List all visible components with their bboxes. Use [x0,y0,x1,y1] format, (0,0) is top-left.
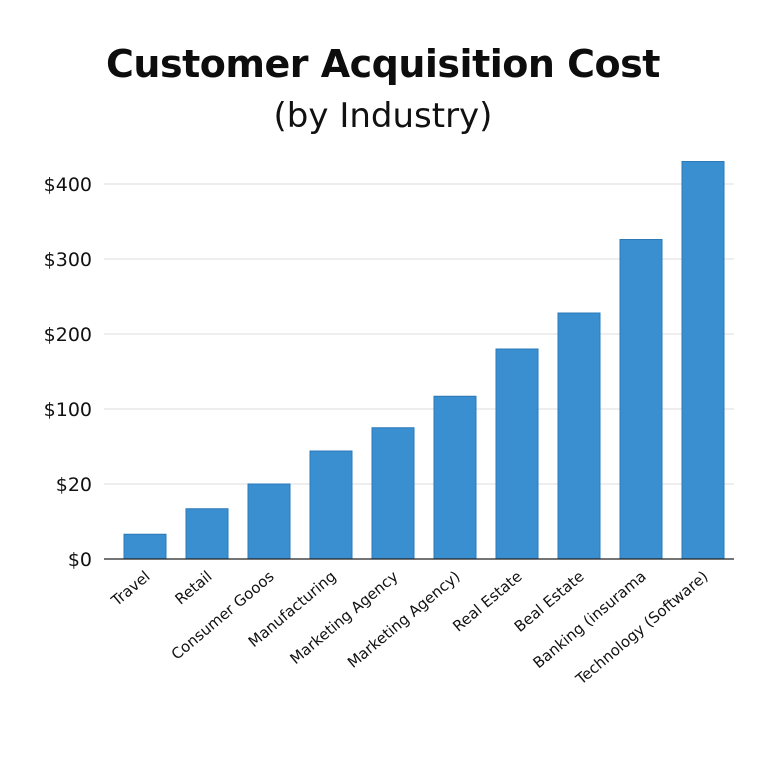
y-tick-label: $100 [44,399,92,421]
y-tick-label: $300 [44,249,92,271]
x-tick-label: Banking (insurama [529,567,649,672]
bar [123,533,167,560]
bar [681,161,725,560]
bar [557,312,601,560]
bar [309,450,353,560]
x-tick-label: Travel [107,567,153,610]
bar [495,348,539,560]
x-tick-label: Marketing Agency) [344,567,464,671]
y-tick-label: $0 [68,549,92,571]
x-tick-label: Consumer Gooos [168,567,278,663]
bar [433,395,477,560]
y-tick-label: $20 [56,474,92,496]
y-tick-label: $400 [44,174,92,196]
chart-title: Customer Acquisition Cost [106,42,660,86]
bar [371,427,415,560]
x-tick-label: Marketing Agency [286,567,401,668]
bar [247,483,291,560]
y-tick-label: $200 [44,324,92,346]
bar [185,508,229,560]
bar [619,239,663,560]
chart-subtitle: (by Industry) [273,96,493,136]
x-tick-label: Retail [172,567,216,608]
